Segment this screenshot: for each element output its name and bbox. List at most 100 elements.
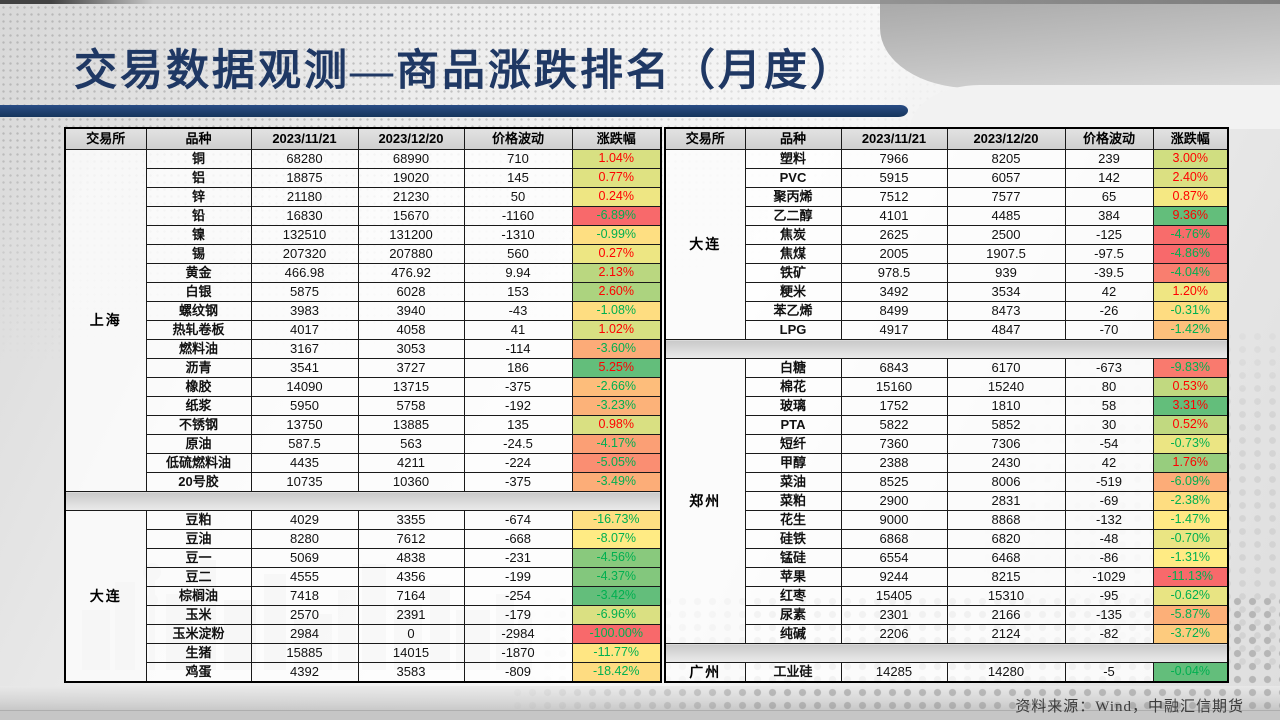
commodity-cell: 豆一: [145, 548, 252, 568]
commodity-cell: 乙二醇: [744, 206, 842, 226]
separator-row: [64, 491, 662, 511]
commodity-cell: 苯乙烯: [744, 301, 842, 321]
price-start-cell: 16830: [250, 206, 359, 226]
price-end-cell: 15310: [946, 586, 1066, 606]
commodity-cell: PVC: [744, 168, 842, 188]
price-end-cell: 68990: [357, 149, 465, 169]
price-start-cell: 21180: [250, 187, 359, 207]
commodity-cell: 低硫燃料油: [145, 453, 252, 473]
price-end-cell: 3583: [357, 662, 465, 683]
commodity-cell: 豆油: [145, 529, 252, 549]
commodity-cell: 尿素: [744, 605, 842, 625]
price-end-cell: 13885: [357, 415, 465, 435]
commodity-cell: 锰硅: [744, 548, 842, 568]
top-right-white-curve-decoration: [910, 85, 1280, 129]
price-end-cell: 3534: [946, 282, 1066, 302]
table-row: 黄金 466.98 476.92 9.94 2.13%: [65, 263, 662, 283]
pct-change-cell: -0.73%: [1152, 434, 1229, 454]
table-row: 短纤 7360 7306 -54 -0.73%: [665, 434, 1229, 454]
pct-change-cell: 0.52%: [1152, 415, 1229, 435]
table-row: 玉米淀粉 2984 0 -2984 -100.00%: [65, 624, 662, 644]
commodity-cell: 红枣: [744, 586, 842, 606]
price-start-cell: 466.98: [250, 263, 359, 283]
table-row: 乙二醇 4101 4485 384 9.36%: [665, 206, 1229, 226]
price-start-cell: 2301: [840, 605, 948, 625]
price-start-cell: 8499: [840, 301, 948, 321]
commodity-cell: 生猪: [145, 643, 252, 663]
price-start-cell: 8525: [840, 472, 948, 492]
change-cell: 135: [463, 415, 573, 435]
change-cell: -26: [1064, 301, 1154, 321]
price-end-cell: 2391: [357, 605, 465, 625]
table-row: 粳米 3492 3534 42 1.20%: [665, 282, 1229, 302]
column-header: 品种: [744, 127, 842, 150]
table-row: 热轧卷板 4017 4058 41 1.02%: [65, 320, 662, 340]
change-cell: 239: [1064, 149, 1154, 169]
price-start-cell: 7966: [840, 149, 948, 169]
commodity-cell: 棉花: [744, 377, 842, 397]
price-start-cell: 15160: [840, 377, 948, 397]
header-row: 交易所 品种 2023/11/21 2023/12/20 价格波动 涨跌幅: [64, 127, 662, 150]
price-end-cell: 6820: [946, 529, 1066, 549]
price-end-cell: 8215: [946, 567, 1066, 587]
change-cell: -809: [463, 662, 573, 683]
change-cell: -668: [463, 529, 573, 549]
pct-change-cell: -11.77%: [571, 643, 662, 663]
price-start-cell: 8280: [250, 529, 359, 549]
price-start-cell: 15405: [840, 586, 948, 606]
change-cell: -5: [1064, 662, 1154, 683]
pct-change-cell: -0.31%: [1152, 301, 1229, 321]
table-row: 纯碱 2206 2124 -82 -3.72%: [665, 624, 1229, 644]
commodity-cell: 不锈钢: [145, 415, 252, 435]
exchange-cell: 大连: [664, 149, 746, 340]
table-row: 棉花 15160 15240 80 0.53%: [665, 377, 1229, 397]
pct-change-cell: -3.60%: [571, 339, 662, 359]
price-end-cell: 7612: [357, 529, 465, 549]
price-start-cell: 4029: [250, 510, 359, 530]
price-end-cell: 2831: [946, 491, 1066, 511]
table-row: 锡 207320 207880 560 0.27%: [65, 244, 662, 264]
commodity-cell: 白银: [145, 282, 252, 302]
change-cell: 42: [1064, 282, 1154, 302]
pct-change-cell: -1.08%: [571, 301, 662, 321]
price-start-cell: 2570: [250, 605, 359, 625]
price-end-cell: 5852: [946, 415, 1066, 435]
pct-change-cell: -9.83%: [1152, 358, 1229, 378]
pct-change-cell: -6.89%: [571, 206, 662, 226]
price-end-cell: 4847: [946, 320, 1066, 340]
table-row: 菜粕 2900 2831 -69 -2.38%: [665, 491, 1229, 511]
table-row: 棕榈油 7418 7164 -254 -3.42%: [65, 586, 662, 606]
commodity-cell: 纯碱: [744, 624, 842, 644]
change-cell: -1160: [463, 206, 573, 226]
bottom-strip-decoration: [0, 710, 1280, 720]
change-cell: -39.5: [1064, 263, 1154, 283]
change-cell: -375: [463, 472, 573, 492]
table-row: 原油 587.5 563 -24.5 -4.17%: [65, 434, 662, 454]
commodity-cell: 菜油: [744, 472, 842, 492]
separator-row: [664, 643, 1229, 663]
change-cell: -1029: [1064, 567, 1154, 587]
pct-change-cell: -18.42%: [571, 662, 662, 683]
price-start-cell: 4917: [840, 320, 948, 340]
change-cell: -43: [463, 301, 573, 321]
price-start-cell: 7418: [250, 586, 359, 606]
commodity-cell: 聚丙烯: [744, 187, 842, 207]
price-end-cell: 14280: [946, 662, 1066, 683]
price-start-cell: 5875: [250, 282, 359, 302]
table-row: 苯乙烯 8499 8473 -26 -0.31%: [665, 301, 1229, 321]
table-row: 甲醇 2388 2430 42 1.76%: [665, 453, 1229, 473]
price-start-cell: 4392: [250, 662, 359, 683]
pct-change-cell: 3.00%: [1152, 149, 1229, 169]
pct-change-cell: -3.42%: [571, 586, 662, 606]
change-cell: -192: [463, 396, 573, 416]
change-cell: -179: [463, 605, 573, 625]
price-start-cell: 18875: [250, 168, 359, 188]
price-start-cell: 6554: [840, 548, 948, 568]
change-cell: -48: [1064, 529, 1154, 549]
change-cell: 142: [1064, 168, 1154, 188]
table-row: 尿素 2301 2166 -135 -5.87%: [665, 605, 1229, 625]
table-row: 豆二 4555 4356 -199 -4.37%: [65, 567, 662, 587]
pct-change-cell: -0.70%: [1152, 529, 1229, 549]
exchange-cell: 大连: [64, 510, 147, 683]
pct-change-cell: -4.17%: [571, 434, 662, 454]
